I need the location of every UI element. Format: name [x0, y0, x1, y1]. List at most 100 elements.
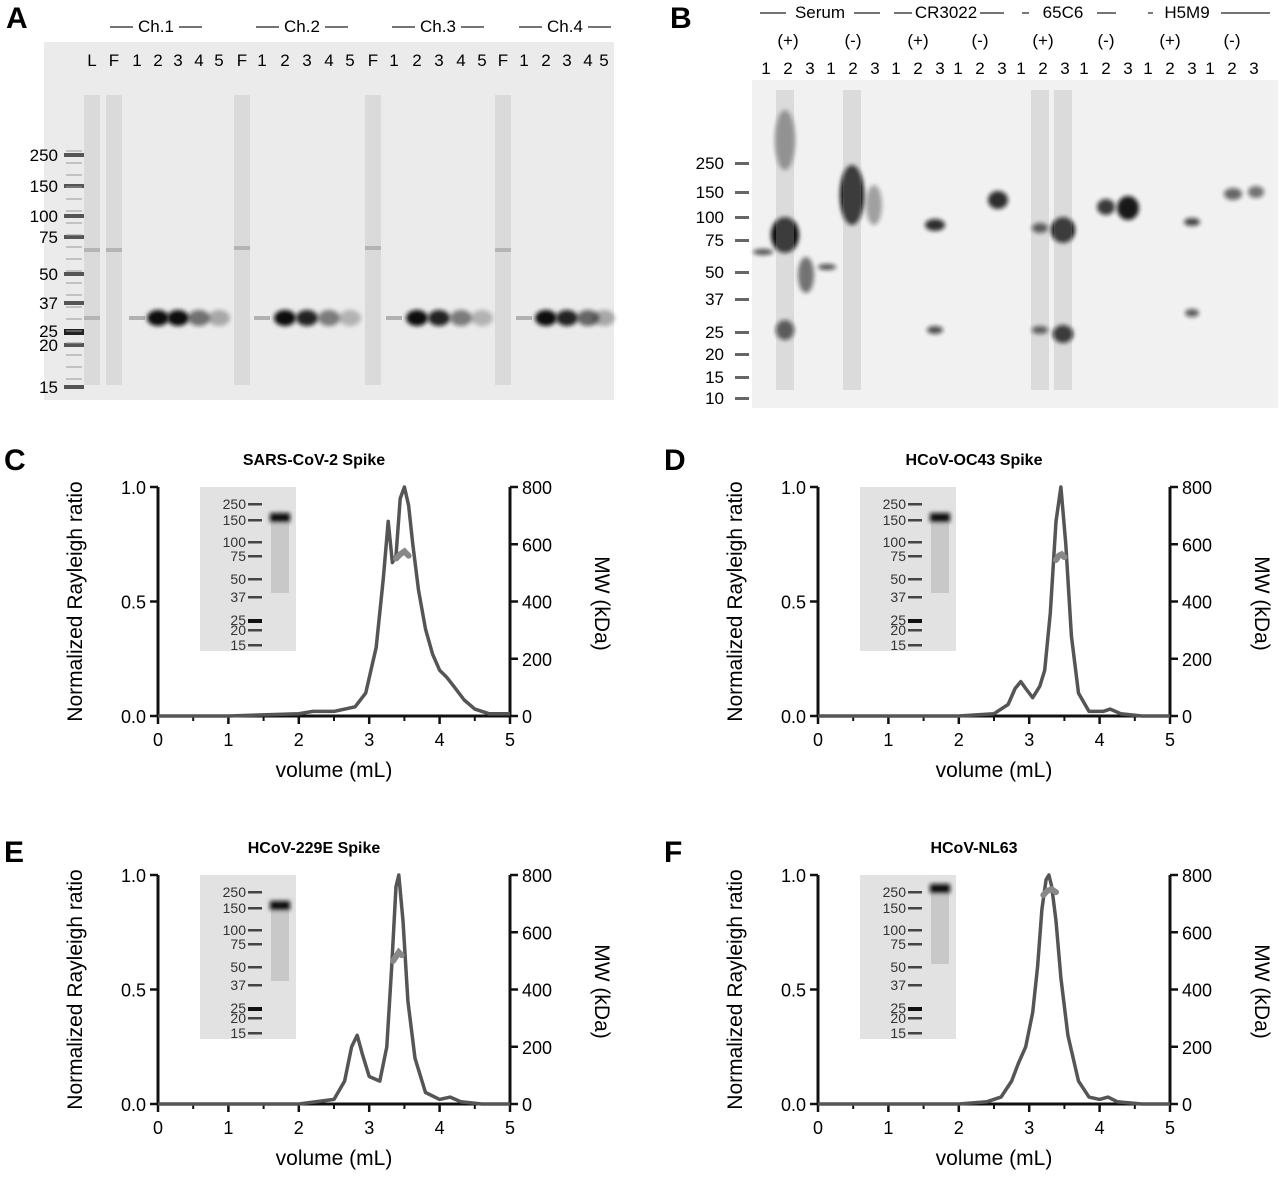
gel-b-condition-label: (-): [845, 31, 862, 50]
inset-marker-label: 100: [883, 922, 907, 938]
x-tick-label: 4: [1095, 730, 1105, 750]
gel-a-lane-label: 1: [519, 51, 528, 70]
gel-b-group-label: H5M9: [1164, 3, 1209, 22]
gel-a-lane-label: 1: [132, 51, 141, 70]
gel-a-ladder-smear: [66, 258, 82, 260]
y2-axis-title: MW (kDa): [1250, 556, 1273, 650]
gel-b-band: [776, 320, 794, 340]
gel-b-ladder-band: [735, 239, 749, 242]
gel-b-lane-number: 1: [1079, 59, 1088, 78]
gel-b-band: [1248, 186, 1264, 198]
gel-b-ladder-band: [735, 216, 749, 219]
inset-marker-label: 100: [223, 534, 247, 550]
gel-b-condition-label: (+): [907, 31, 928, 50]
y2-tick-label: 600: [522, 535, 552, 555]
gel-b-band: [771, 217, 799, 253]
gel-b-group-label: CR3022: [915, 3, 977, 22]
gel-b-band: [775, 110, 795, 170]
y2-tick-label: 200: [1182, 650, 1212, 670]
gel-b-band: [1051, 217, 1075, 243]
inset-ladder-band: [908, 1032, 922, 1035]
gel-b-band: [866, 185, 882, 225]
x-axis-title: volume (mL): [936, 759, 1053, 782]
y2-tick-label: 0: [1182, 1095, 1192, 1115]
inset-marker-label: 75: [890, 936, 906, 952]
inset-marker-label: 250: [883, 884, 907, 900]
gel-a-ladder-band: [64, 385, 84, 389]
inset-ladder-band: [248, 596, 262, 599]
y-tick-label: 0.0: [121, 1095, 146, 1115]
inset-ladder-band: [248, 907, 262, 910]
inset-marker-label: 250: [223, 884, 247, 900]
inset-lane-smear: [931, 894, 949, 964]
inset-gel: [860, 875, 956, 1039]
inset-ladder-band: [248, 629, 262, 632]
y2-tick-label: 200: [522, 650, 552, 670]
chart-hcov-nl63: HCoV-NL63 0 1 2 3 4 5 0.0 0.5 1.0 0 200 400 600 800 vol…: [724, 840, 1273, 1170]
gel-a-lane-label: 4: [456, 51, 465, 70]
gel-b-lane-number: 3: [1249, 59, 1258, 78]
gel-a-faint-band: [365, 246, 381, 250]
gel-a-lane-label: 1: [257, 51, 266, 70]
gel-a-band: [428, 310, 450, 326]
inset-marker-label: 250: [223, 496, 247, 512]
gel-b-condition-label: (-): [1224, 31, 1241, 50]
x-tick-label: 4: [435, 730, 445, 750]
gel-a-faint-band: [234, 246, 250, 250]
gel-a-ladder-smear: [66, 150, 82, 152]
gel-b-band: [1097, 199, 1115, 215]
inset-marker-label: 50: [890, 959, 906, 975]
gel-b-lane-number: 2: [1227, 59, 1236, 78]
gel-a-lane-label: 2: [412, 51, 421, 70]
gel-b-band: [798, 257, 814, 293]
gel-b-lane-number: 3: [1123, 59, 1132, 78]
gel-a-band: [167, 310, 189, 326]
gel-b-ladder-band: [735, 331, 749, 334]
y-tick-label: 1.0: [121, 478, 146, 498]
x-axis-title: volume (mL): [936, 1147, 1053, 1170]
gel-a-group-label: Ch.4: [547, 17, 583, 36]
panel-label-d: D: [664, 444, 686, 477]
inset-marker-label: 25: [230, 1000, 246, 1016]
gel-b-marker-label: 100: [696, 208, 724, 227]
gel-b-band: [1053, 325, 1073, 343]
gel-a-marker-label: 150: [30, 177, 58, 196]
gel-b-marker-label: 15: [705, 368, 724, 387]
gel-a-band: [318, 310, 340, 326]
gel-b-band: [753, 249, 773, 255]
gel-a-ladder-smear: [66, 342, 82, 344]
inset-marker-label: 150: [223, 900, 247, 916]
chart-sars-cov-2-spike: SARS-CoV-2 Spike 0 1 2 3 4 5 0.0 0.5 1.0 0 200 400 60…: [64, 452, 613, 782]
gel-a-band: [471, 310, 493, 326]
gel-a-lane-smear: [106, 95, 122, 385]
inset-ladder-band: [248, 984, 262, 987]
inset-ladder-band: [908, 907, 922, 910]
gel-a-lane-label: 5: [599, 51, 608, 70]
gel-b-lane-smear: [1054, 90, 1072, 390]
y2-tick-label: 800: [522, 478, 552, 498]
gel-a-ladder-smear: [66, 378, 82, 380]
x-tick-label: 3: [1024, 1118, 1034, 1138]
gel-b-ladder-band: [735, 271, 749, 274]
gel-a-marker-label: 37: [39, 294, 58, 313]
gel-b-lane-number: 2: [783, 59, 792, 78]
gel-b-ladder-band: [735, 353, 749, 356]
inset-marker-label: 15: [230, 637, 246, 653]
mw-trace: [393, 547, 412, 562]
gel-a-lane-label: F: [109, 51, 119, 70]
gel-a-lane-label: 5: [345, 51, 354, 70]
inset-ladder-band: [908, 1017, 922, 1020]
y2-tick-label: 400: [1182, 981, 1212, 1001]
x-axis-title: volume (mL): [276, 759, 393, 782]
gel-b-lane-number: 1: [761, 59, 770, 78]
inset-ladder-band: [908, 1007, 922, 1011]
y-tick-label: 0.5: [781, 593, 806, 613]
gel-a-lane-label: 2: [153, 51, 162, 70]
chart-title: HCoV-NL63: [930, 840, 1017, 857]
y2-tick-label: 800: [522, 866, 552, 886]
gel-b-band: [818, 264, 836, 270]
gel-b-condition-label: (-): [1098, 31, 1115, 50]
gel-b-condition-label: (+): [1032, 31, 1053, 50]
mw-trace: [1053, 550, 1068, 563]
gel-a-ladder-smear: [66, 198, 82, 200]
